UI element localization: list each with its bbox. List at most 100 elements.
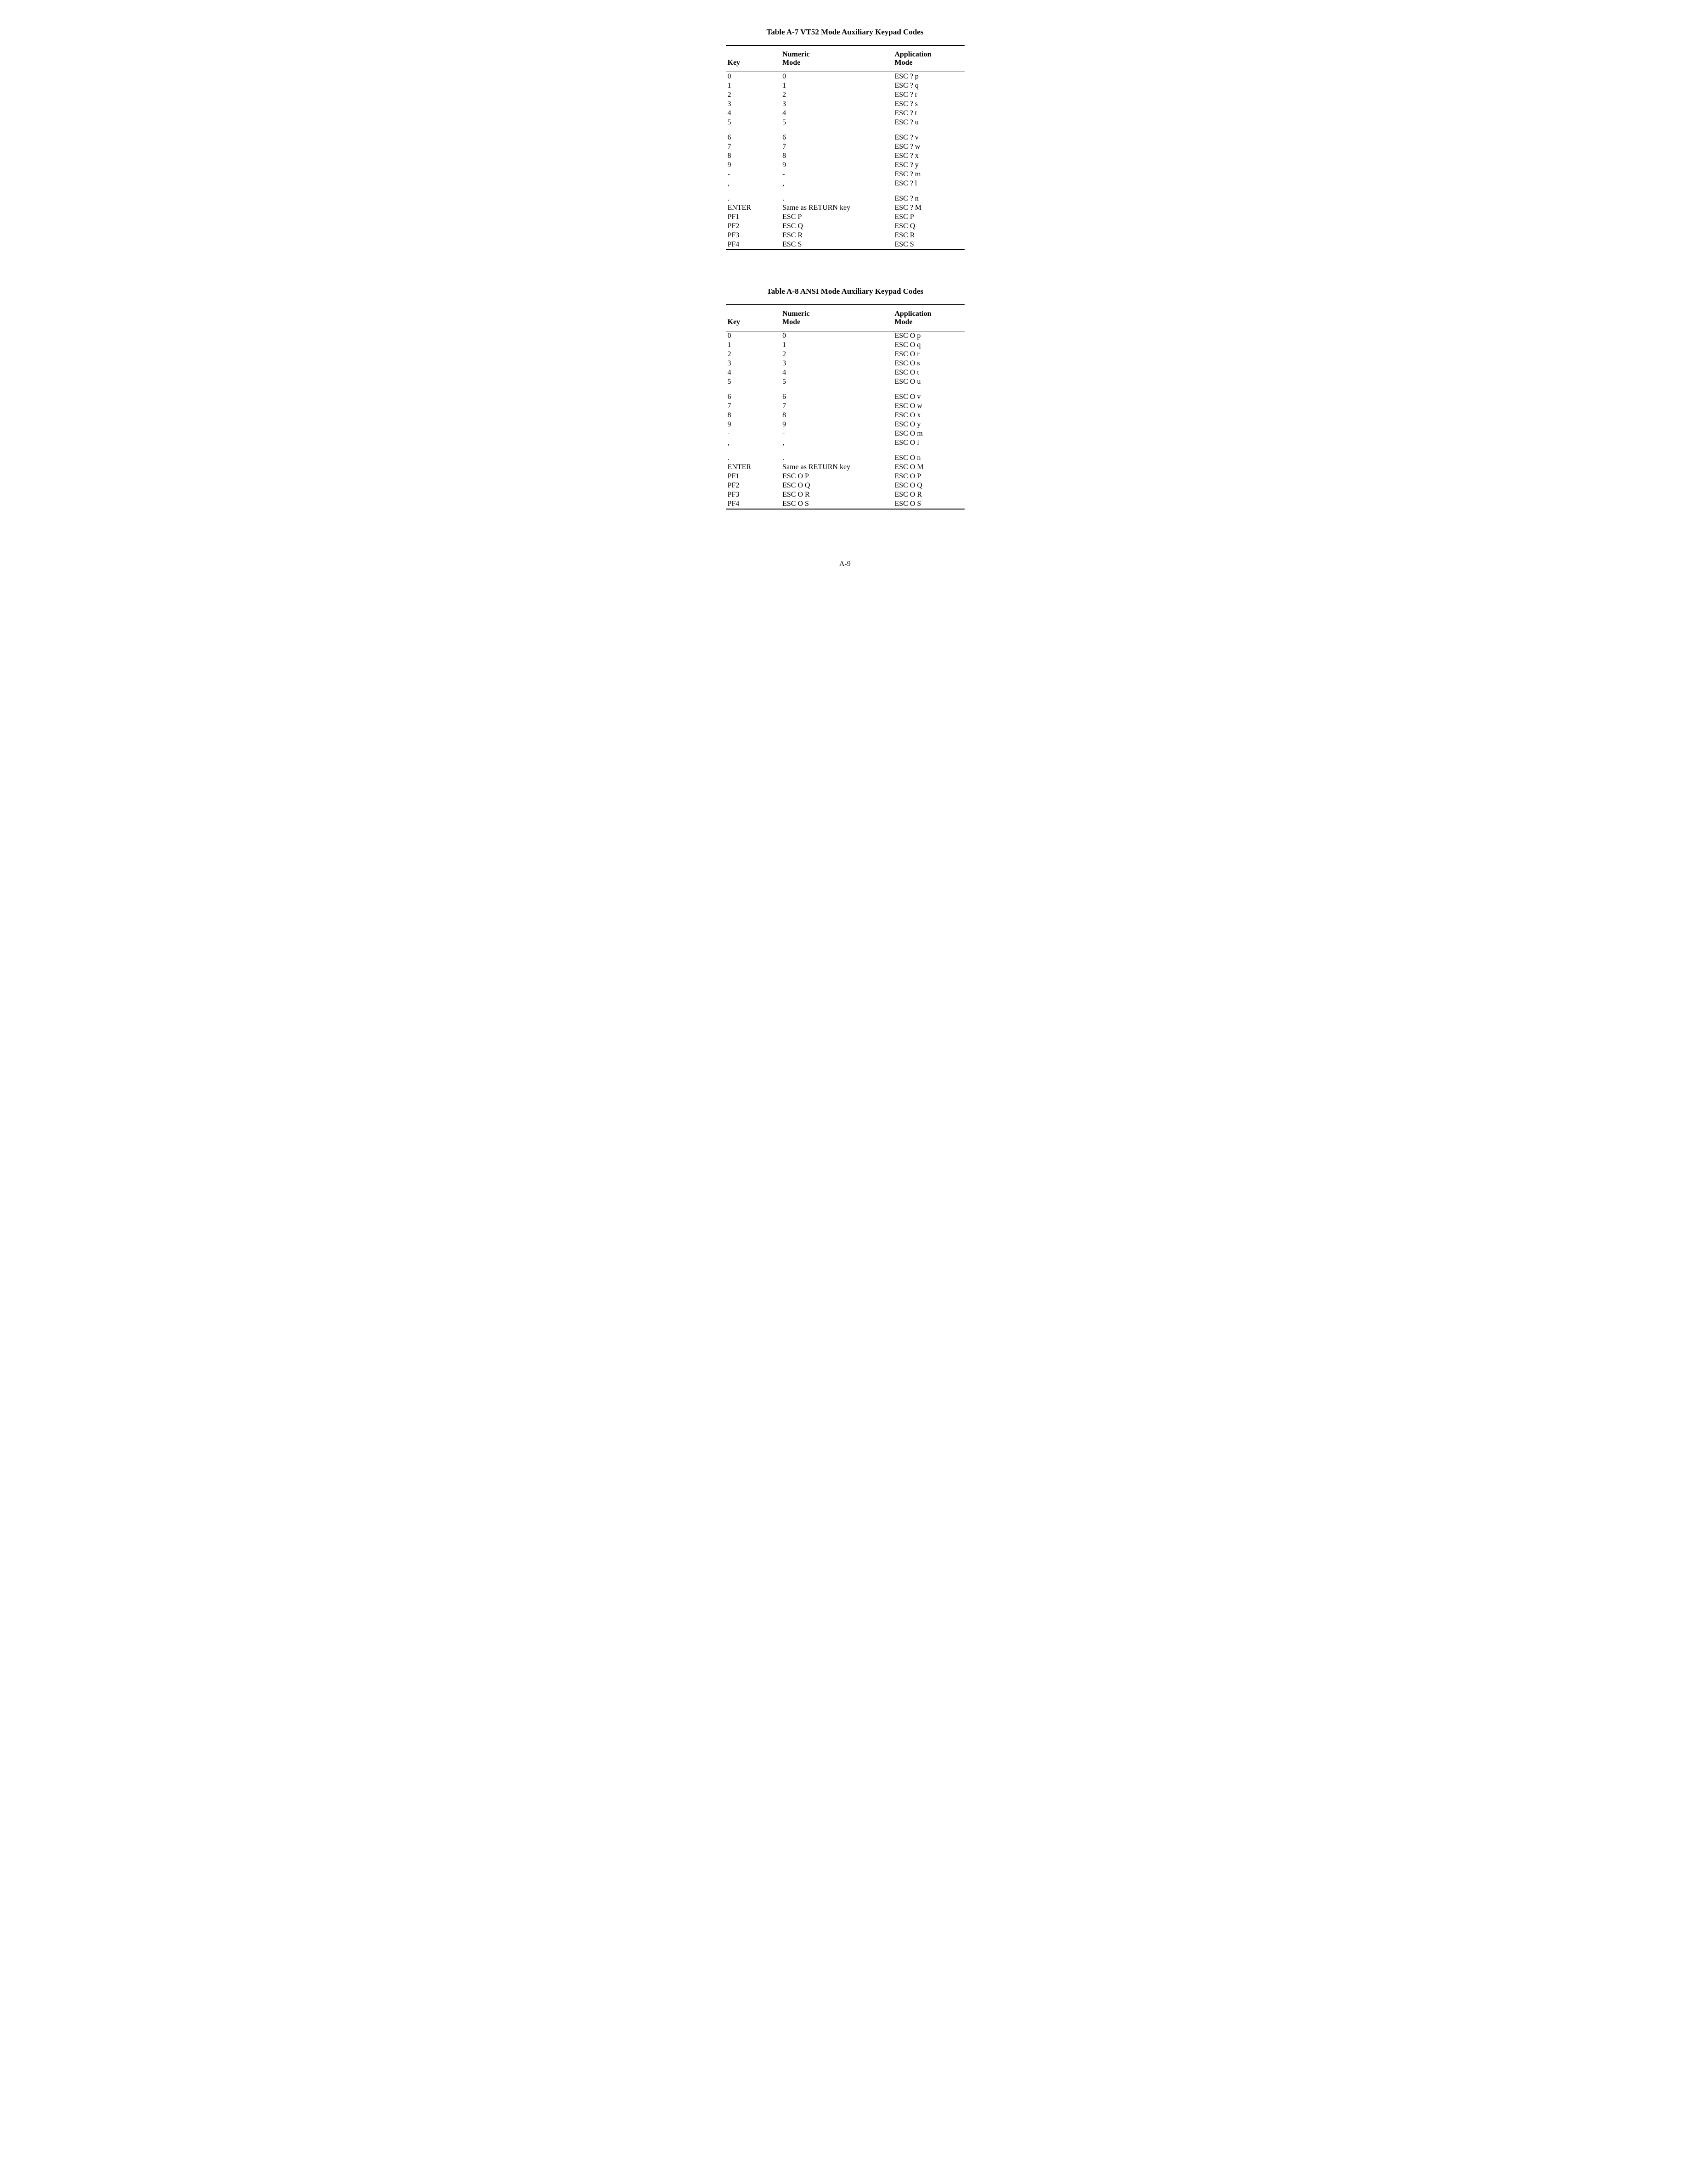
cell-num: ESC O R <box>780 490 893 499</box>
cell-key: , <box>726 179 781 188</box>
cell-app: ESC O m <box>893 429 964 438</box>
cell-app: ESC O R <box>893 490 964 499</box>
header-numeric: Numeric Mode <box>780 45 893 72</box>
cell-app: ESC S <box>893 240 964 250</box>
cell-key: PF3 <box>726 490 781 499</box>
cell-key: 1 <box>726 81 781 90</box>
table-a7-header-row: Key Numeric Mode Application Mode <box>726 45 965 72</box>
cell-num: Same as RETURN key <box>780 203 893 213</box>
table-a8-header-row: Key Numeric Mode Application Mode <box>726 305 965 331</box>
cell-app: ESC ? m <box>893 170 964 179</box>
table-row: ENTERSame as RETURN keyESC ? M <box>726 203 965 213</box>
cell-num: 4 <box>780 109 893 118</box>
cell-key: PF4 <box>726 499 781 509</box>
table-row: 66ESC O v <box>726 386 965 402</box>
cell-num: - <box>780 170 893 179</box>
cell-key: PF4 <box>726 240 781 250</box>
cell-app: ESC O n <box>893 448 964 463</box>
table-row: PF1ESC O PESC O P <box>726 472 965 481</box>
cell-app: ESC O w <box>893 402 964 411</box>
cell-num: ESC R <box>780 231 893 240</box>
cell-key: 6 <box>726 386 781 402</box>
cell-num: ESC O S <box>780 499 893 509</box>
cell-num: 7 <box>780 402 893 411</box>
cell-app: ESC O P <box>893 472 964 481</box>
cell-app: ESC ? l <box>893 179 964 188</box>
table-row: 77ESC ? w <box>726 142 965 151</box>
cell-key: ENTER <box>726 203 781 213</box>
cell-app: ESC ? v <box>893 127 964 142</box>
cell-key: . <box>726 188 781 203</box>
table-row: 55ESC O u <box>726 377 965 386</box>
table-row: 99ESC O y <box>726 420 965 429</box>
cell-num: 1 <box>780 341 893 350</box>
header-numeric-l1: Numeric <box>782 310 810 318</box>
table-row: 66ESC ? v <box>726 127 965 142</box>
header-app-l1: Application <box>894 310 931 318</box>
cell-key: PF1 <box>726 213 781 222</box>
cell-key: 2 <box>726 90 781 100</box>
cell-num: 8 <box>780 151 893 161</box>
table-a7: Table A-7 VT52 Mode Auxiliary Keypad Cod… <box>726 28 965 250</box>
cell-key: 3 <box>726 100 781 109</box>
cell-num: 9 <box>780 161 893 170</box>
cell-app: ESC O x <box>893 411 964 420</box>
table-row: PF3ESC RESC R <box>726 231 965 240</box>
cell-app: ESC O M <box>893 463 964 472</box>
cell-num: ESC Q <box>780 222 893 231</box>
cell-key: - <box>726 429 781 438</box>
cell-key: 5 <box>726 118 781 127</box>
cell-app: ESC O v <box>893 386 964 402</box>
header-key-text: Key <box>728 318 741 326</box>
table-row: PF4ESC O SESC O S <box>726 499 965 509</box>
cell-num: ESC O P <box>780 472 893 481</box>
cell-num: 2 <box>780 350 893 359</box>
table-row: PF4ESC SESC S <box>726 240 965 250</box>
cell-app: ESC O s <box>893 359 964 368</box>
cell-key: PF3 <box>726 231 781 240</box>
cell-app: ESC ? y <box>893 161 964 170</box>
cell-app: ESC O u <box>893 377 964 386</box>
cell-key: 9 <box>726 420 781 429</box>
table-row: 00ESC O p <box>726 331 965 341</box>
table-row: ..ESC O n <box>726 448 965 463</box>
cell-num: 4 <box>780 368 893 377</box>
table-row: 11ESC O q <box>726 341 965 350</box>
cell-key: 9 <box>726 161 781 170</box>
table-row: 11ESC ? q <box>726 81 965 90</box>
cell-num: 0 <box>780 72 893 82</box>
cell-key: 4 <box>726 109 781 118</box>
cell-num: ESC O Q <box>780 481 893 490</box>
cell-app: ESC R <box>893 231 964 240</box>
cell-app: ESC O l <box>893 438 964 448</box>
header-numeric-l2: Mode <box>782 318 800 326</box>
cell-num: , <box>780 438 893 448</box>
cell-num: . <box>780 448 893 463</box>
cell-app: ESC O r <box>893 350 964 359</box>
cell-app: ESC O t <box>893 368 964 377</box>
cell-app: ESC ? s <box>893 100 964 109</box>
cell-key: 0 <box>726 72 781 82</box>
cell-num: 0 <box>780 331 893 341</box>
table-a8-content: Key Numeric Mode Application Mode 00ESC … <box>726 304 965 510</box>
cell-num: . <box>780 188 893 203</box>
cell-key: , <box>726 438 781 448</box>
cell-key: PF2 <box>726 222 781 231</box>
cell-num: 9 <box>780 420 893 429</box>
table-row: 22ESC O r <box>726 350 965 359</box>
table-row: 00ESC ? p <box>726 72 965 82</box>
header-key: Key <box>726 305 781 331</box>
header-app-l1: Application <box>894 50 931 58</box>
cell-app: ESC ? q <box>893 81 964 90</box>
cell-num: 5 <box>780 118 893 127</box>
cell-num: Same as RETURN key <box>780 463 893 472</box>
table-row: ,,ESC ? l <box>726 179 965 188</box>
header-numeric-l2: Mode <box>782 59 800 67</box>
cell-key: - <box>726 170 781 179</box>
header-app-l2: Mode <box>894 318 912 326</box>
table-row: 22ESC ? r <box>726 90 965 100</box>
table-row: 44ESC O t <box>726 368 965 377</box>
cell-num: ESC P <box>780 213 893 222</box>
cell-num: 6 <box>780 127 893 142</box>
cell-app: ESC ? w <box>893 142 964 151</box>
